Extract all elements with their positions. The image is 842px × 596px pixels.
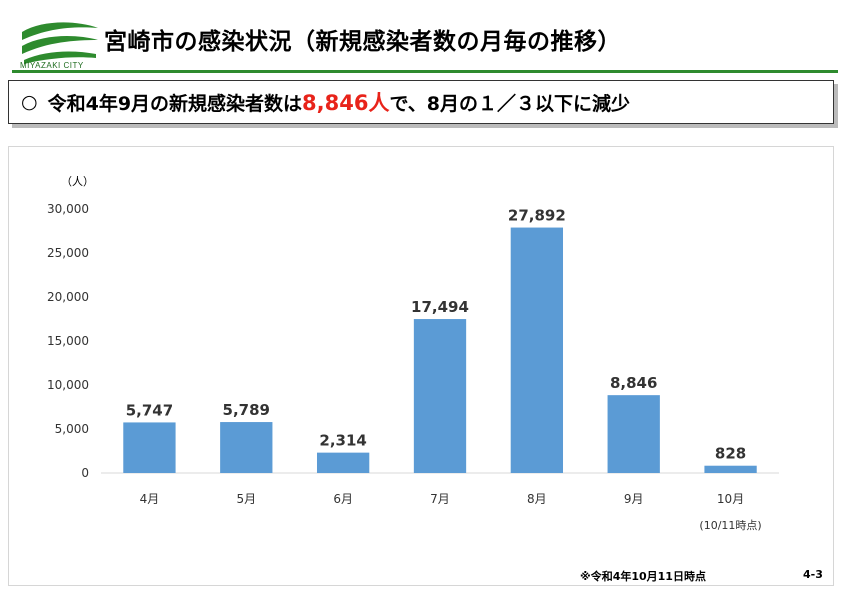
page-number: 4-3	[803, 568, 823, 581]
x-tick-label: 7月	[430, 492, 450, 506]
bar-value-label: 17,494	[411, 298, 469, 316]
x-tick-label: 5月	[236, 492, 256, 506]
logo-text: MIYAZAKI CITY	[20, 61, 84, 70]
bar-4	[413, 319, 467, 473]
bar-value-label: 828	[715, 445, 746, 463]
y-tick-label: 10,000	[47, 378, 89, 392]
bullet-circle: ○	[21, 91, 38, 113]
summary-text-before: 令和4年9月の新規感染者数は	[47, 92, 303, 115]
title-divider	[12, 70, 838, 73]
bar-7	[704, 465, 757, 473]
summary-highlight: 8,846人	[302, 91, 390, 115]
bar-1	[123, 422, 176, 473]
y-tick-label: 0	[81, 466, 89, 480]
monthly-cases-bar-chart: （人） 0 5,000 10,000 15,000 20,000 25,000 30,000 5…	[47, 175, 779, 532]
y-tick-label: 25,000	[47, 246, 89, 260]
chart-frame: （人） 0 5,000 10,000 15,000 20,000 25,000 30,000 5…	[8, 146, 834, 586]
bar-3	[316, 452, 370, 473]
summary-text-after: で、8月の１／３以下に減少	[389, 92, 630, 115]
y-axis-unit-label: （人）	[61, 175, 94, 188]
y-tick-label: 5,000	[55, 422, 89, 436]
x-tick-label: 10月	[717, 492, 744, 506]
x-tick-label: 4月	[140, 492, 160, 506]
x-tick-label: 6月	[333, 492, 353, 506]
bar-value-label: 8,846	[610, 374, 657, 392]
footnote: ※令和4年10月11日時点	[580, 570, 706, 583]
bar-value-label: 5,789	[223, 401, 270, 419]
bar-5	[510, 227, 564, 473]
bar-value-label: 5,747	[126, 401, 173, 419]
y-tick-label: 15,000	[47, 334, 89, 348]
bar-value-label: 2,314	[319, 432, 366, 450]
bar-6	[607, 395, 660, 473]
miyazaki-city-logo	[22, 22, 98, 64]
bar-value-label: 27,892	[508, 207, 566, 225]
bar-2	[220, 422, 273, 473]
x-tick-note: (10/11時点)	[699, 519, 761, 532]
y-tick-label: 20,000	[47, 290, 89, 304]
y-tick-label: 30,000	[47, 202, 89, 216]
x-tick-label: 9月	[624, 492, 644, 506]
x-tick-label: 8月	[527, 492, 547, 506]
page-title: 宮崎市の感染状況（新規感染者数の月毎の推移）	[104, 29, 621, 55]
summary-box: ○ 令和4年9月の新規感染者数は 8,846人 で、8月の１／３以下に減少	[8, 80, 834, 124]
